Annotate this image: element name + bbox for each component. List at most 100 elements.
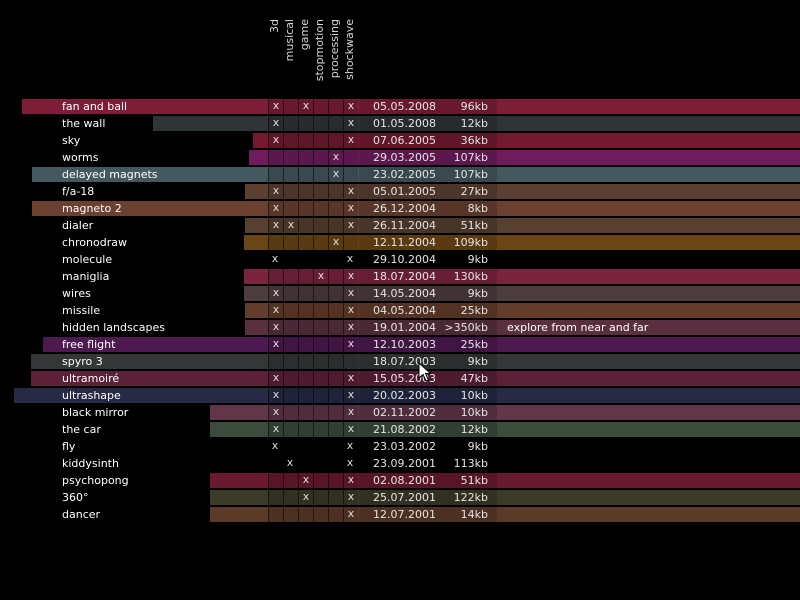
meta-background (359, 218, 497, 233)
project-row[interactable]: psychopong x x 02.08.2001 51kb (0, 472, 800, 489)
meta-background (359, 354, 497, 369)
project-row[interactable]: fly x x 23.03.2002 9kb (0, 438, 800, 455)
project-name-link[interactable]: maniglia (62, 270, 110, 283)
flag-stopmotion (313, 235, 328, 250)
flag-game (298, 405, 313, 420)
project-name-link[interactable]: spyro 3 (62, 355, 103, 368)
flag-shockwave: x (343, 490, 358, 505)
flag-processing: x (328, 167, 343, 182)
project-name-link[interactable]: ultrashape (62, 389, 121, 402)
project-name-link[interactable]: 360° (62, 491, 89, 504)
flag-3d: x (268, 99, 283, 114)
project-name-link[interactable]: kiddysinth (62, 457, 119, 470)
flag-stopmotion (313, 252, 327, 267)
flag-stopmotion (313, 507, 328, 522)
flag-shockwave: x (343, 184, 358, 199)
project-color-bar (14, 388, 800, 403)
project-row[interactable]: sky x x 07.06.2005 36kb (0, 132, 800, 149)
flag-3d: x (268, 184, 283, 199)
project-color-bar (32, 167, 800, 182)
flag-stopmotion (313, 320, 328, 335)
project-row[interactable]: molecule x x 29.10.2004 9kb (0, 251, 800, 268)
project-name-link[interactable]: free flight (62, 338, 116, 351)
project-name-link[interactable]: fly (62, 440, 76, 453)
project-row[interactable]: ultramoiré x x 15.05.2003 47kb (0, 370, 800, 387)
project-color-bar (245, 218, 800, 233)
flag-3d: x (268, 201, 283, 216)
project-row[interactable]: missile x x 04.05.2004 25kb (0, 302, 800, 319)
project-name-link[interactable]: hidden landscapes (62, 321, 165, 334)
project-date: 02.08.2001 (373, 474, 436, 487)
flag-shockwave: x (343, 473, 358, 488)
project-row[interactable]: magneto 2 x x 26.12.2004 8kb (0, 200, 800, 217)
flag-shockwave: x (343, 286, 358, 301)
meta-background (359, 99, 497, 114)
project-row[interactable]: worms x 29.03.2005 107kb (0, 149, 800, 166)
meta-background (359, 235, 497, 250)
project-name-link[interactable]: the car (62, 423, 101, 436)
project-row[interactable]: spyro 3 18.07.2003 9kb (0, 353, 800, 370)
project-color-bar (210, 490, 800, 505)
column-header-3d: 3d (268, 19, 281, 33)
flag-musical (283, 133, 298, 148)
project-name-link[interactable]: f/a-18 (62, 185, 95, 198)
project-row[interactable]: chronodraw x 12.11.2004 109kb (0, 234, 800, 251)
project-color-bar (31, 354, 800, 369)
flag-game (298, 116, 313, 131)
project-name-link[interactable]: wires (62, 287, 91, 300)
flag-stopmotion (313, 167, 328, 182)
project-row[interactable]: 360° x x 25.07.2001 122kb (0, 489, 800, 506)
project-row[interactable]: the car x x 21.08.2002 12kb (0, 421, 800, 438)
project-name-link[interactable]: dancer (62, 508, 101, 521)
flag-game (298, 320, 313, 335)
project-row[interactable]: black mirror x x 02.11.2002 10kb (0, 404, 800, 421)
project-row[interactable]: the wall x x 01.05.2008 12kb (0, 115, 800, 132)
flag-3d: x (268, 133, 283, 148)
project-name-link[interactable]: the wall (62, 117, 106, 130)
project-row[interactable]: maniglia x x 18.07.2004 130kb (0, 268, 800, 285)
flag-processing (328, 490, 343, 505)
project-date: 26.12.2004 (373, 202, 436, 215)
project-row[interactable]: fan and ball x x x 05.05.2008 96kb (0, 98, 800, 115)
project-row[interactable]: kiddysinth x x 23.09.2001 113kb (0, 455, 800, 472)
flag-musical (283, 507, 298, 522)
project-name-link[interactable]: chronodraw (62, 236, 127, 249)
project-row[interactable]: delayed magnets x 23.02.2005 107kb (0, 166, 800, 183)
project-name-link[interactable]: dialer (62, 219, 94, 232)
project-name-link[interactable]: worms (62, 151, 99, 164)
flag-shockwave: x (343, 133, 358, 148)
project-row[interactable]: free flight x x 12.10.2003 25kb (0, 336, 800, 353)
flag-3d: x (268, 286, 283, 301)
project-name-link[interactable]: missile (62, 304, 101, 317)
project-name-link[interactable]: delayed magnets (62, 168, 158, 181)
project-size: >350kb (444, 321, 488, 334)
flag-game: x (298, 473, 313, 488)
project-row[interactable]: wires x x 14.05.2004 9kb (0, 285, 800, 302)
project-name-link[interactable]: molecule (62, 253, 113, 266)
project-size: 9kb (467, 440, 488, 453)
column-headers: 3d musical game stopmotion processing shockwa… (0, 0, 800, 95)
project-row[interactable]: dancer x 12.07.2001 14kb (0, 506, 800, 523)
project-name-link[interactable]: fan and ball (62, 100, 128, 113)
project-name-link[interactable]: black mirror (62, 406, 129, 419)
flag-stopmotion (313, 116, 328, 131)
project-name-link[interactable]: ultramoiré (62, 372, 120, 385)
project-size: 10kb (460, 406, 488, 419)
flag-game (298, 388, 313, 403)
flag-musical (283, 269, 298, 284)
flag-game (298, 286, 313, 301)
flag-shockwave: x (343, 388, 358, 403)
flag-stopmotion (313, 303, 328, 318)
flag-3d: x (268, 320, 283, 335)
project-row[interactable]: ultrashape x x 20.02.2003 10kb (0, 387, 800, 404)
project-row[interactable]: hidden landscapes x x 19.01.2004 >350kb explo… (0, 319, 800, 336)
project-row[interactable]: dialer x x x 26.11.2004 51kb (0, 217, 800, 234)
flag-musical (283, 490, 298, 505)
flag-game (298, 252, 312, 267)
project-name-link[interactable]: psychopong (62, 474, 129, 487)
project-name-link[interactable]: magneto 2 (62, 202, 122, 215)
column-header-stopmotion: stopmotion (313, 19, 326, 82)
flag-game (298, 507, 313, 522)
project-name-link[interactable]: sky (62, 134, 81, 147)
project-row[interactable]: f/a-18 x x 05.01.2005 27kb (0, 183, 800, 200)
